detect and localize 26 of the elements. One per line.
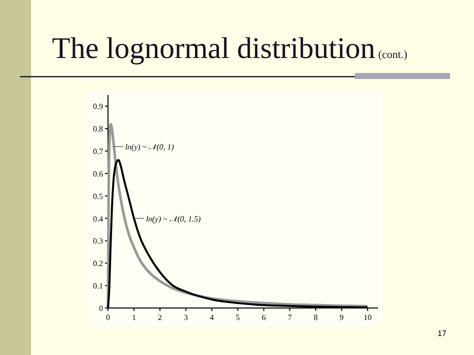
y-tick-label: 0.2 <box>93 259 103 268</box>
y-tick-label: 0.7 <box>93 147 103 156</box>
x-tick-label: 8 <box>314 313 318 322</box>
text: 17 <box>438 329 447 338</box>
x-tick-label: 1 <box>132 313 136 322</box>
x-tick-label: 0 <box>106 313 110 322</box>
y-tick-label: 0.9 <box>93 102 103 112</box>
y-tick-label: 0.3 <box>93 236 103 246</box>
y-tick-label: 0.6 <box>93 169 103 178</box>
annotation: ln(y) ~ 𝒩(0, 1.5) <box>146 214 202 224</box>
annotation: ln(y) ~ 𝒩(0, 1) <box>125 142 174 152</box>
y-tick-label: 0.1 <box>93 282 103 291</box>
x-tick-label: 9 <box>340 313 344 322</box>
x-tick-label: 3 <box>184 313 188 322</box>
chart-title: The lognormal distribution <box>52 32 376 65</box>
y-tick-label: 0.5 <box>93 192 103 201</box>
x-tick-label: 2 <box>158 313 162 322</box>
y-tick-label: 0 <box>99 304 103 313</box>
y-tick-label: 0.4 <box>93 214 103 224</box>
x-tick-label: 4 <box>210 313 214 322</box>
x-tick-label: 6 <box>262 313 266 322</box>
chart-subtitle: (cont.) <box>378 49 408 61</box>
y-tick-label: 0.8 <box>93 124 103 134</box>
x-tick-label: 7 <box>288 313 292 322</box>
x-tick-label: 10 <box>364 313 372 322</box>
x-tick-label: 5 <box>236 313 240 322</box>
